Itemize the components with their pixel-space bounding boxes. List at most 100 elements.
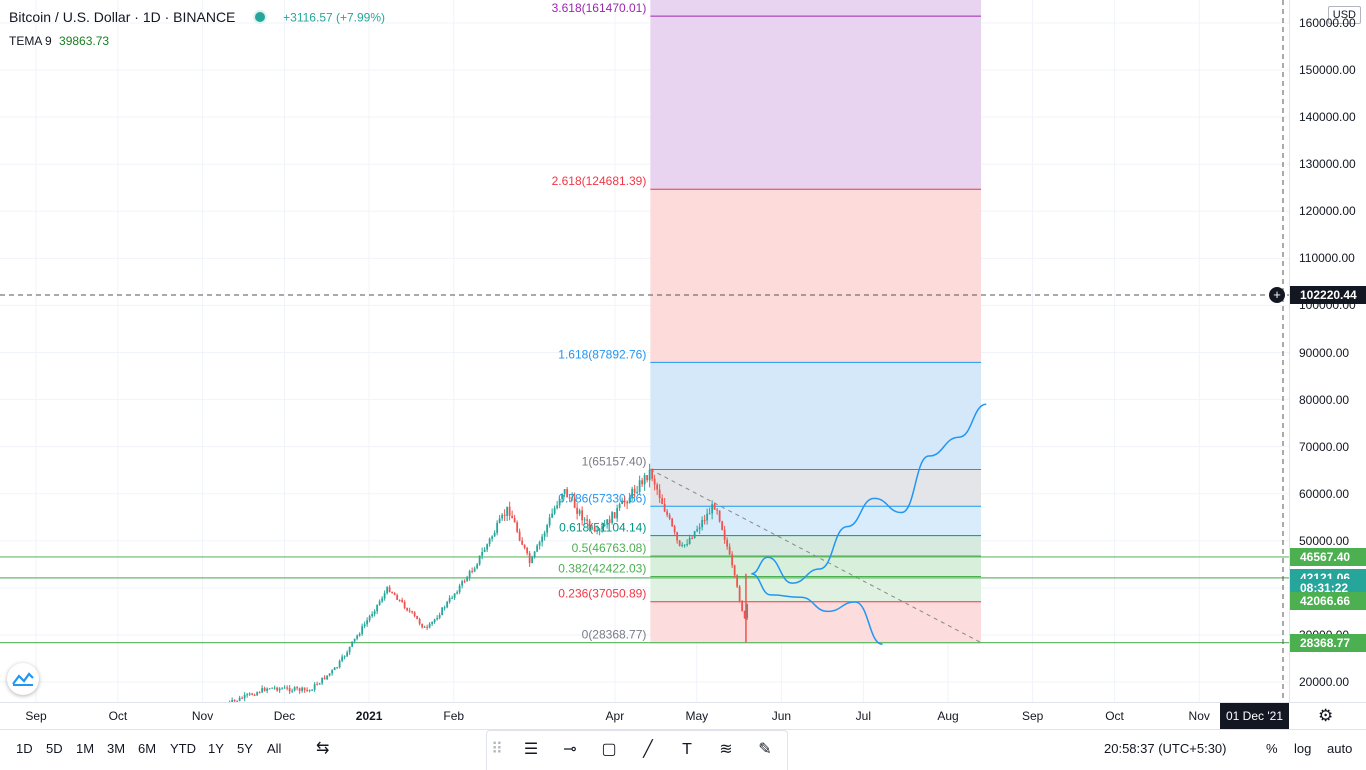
price-tick-label: 140000.00 (1299, 110, 1356, 124)
range-5d-button[interactable]: 5D (46, 741, 63, 756)
candle-body (421, 624, 423, 628)
range-ytd-button[interactable]: YTD (170, 741, 196, 756)
time-tick-label: Nov (192, 709, 213, 723)
candle-body (714, 504, 716, 509)
candle-body (319, 683, 321, 684)
range-1y-button[interactable]: 1Y (208, 741, 224, 756)
range-all-button[interactable]: All (267, 741, 281, 756)
candle-body (346, 652, 348, 656)
candle-body (644, 475, 646, 484)
goto-date-icon[interactable]: ⇆ (316, 738, 329, 758)
candle-body (254, 695, 256, 696)
candle-body (351, 642, 353, 647)
candle-body (426, 627, 428, 628)
line-tool-icon[interactable]: ⊸ (555, 737, 585, 763)
price-axis[interactable]: USD 20000.0030000.0040000.0050000.006000… (1289, 0, 1366, 702)
candle-body (479, 556, 481, 565)
clock[interactable]: 20:58:37 (UTC+5:30) (1104, 741, 1226, 756)
text-icon[interactable]: T (672, 737, 702, 763)
candle-body (306, 690, 308, 691)
time-tick-label: Feb (443, 709, 464, 723)
candle-body (366, 620, 368, 624)
candle-body (344, 656, 346, 657)
tradingview-logo-icon[interactable] (7, 663, 39, 695)
candle-body (291, 690, 293, 691)
candle-body (539, 542, 541, 546)
range-3m-button[interactable]: 3M (107, 741, 125, 756)
candle-body (566, 489, 568, 497)
candle-body (514, 518, 516, 522)
drawing-toolbar: ⠿ ☰ ⊸ ▢ ╱ T ≋ ✎ (486, 730, 788, 770)
candle-body (484, 550, 486, 552)
candle-body (721, 521, 723, 529)
fib-zone (650, 189, 981, 362)
candle-body (554, 508, 556, 513)
price-tick-label: 50000.00 (1299, 534, 1349, 548)
candle-body (581, 510, 583, 520)
candle-body (549, 517, 551, 525)
candle-body (504, 515, 506, 516)
price-tick-label: 110000.00 (1299, 251, 1355, 265)
symbol-title[interactable]: Bitcoin / U.S. Dollar · 1D · BINANCE (9, 9, 235, 25)
crosshair-add-icon[interactable]: + (1269, 287, 1285, 303)
price-change: +3116.57 (+7.99%) (283, 10, 385, 24)
candle-body (736, 575, 738, 586)
candle-body (559, 499, 561, 505)
chart-plot-area[interactable]: 3.618(161470.01)2.618(124681.39)1.618(87… (0, 0, 1289, 702)
candle-body (469, 571, 471, 577)
candle-body (569, 497, 571, 498)
candle-body (526, 548, 528, 553)
price-tick-label: 80000.00 (1299, 393, 1349, 407)
candle-body (626, 502, 628, 503)
candle-body (674, 526, 676, 532)
price-label-line: 46567.40 (1290, 548, 1366, 566)
auto-toggle[interactable]: auto (1327, 741, 1352, 756)
candle-body (534, 552, 536, 557)
candle-body (609, 519, 611, 523)
candle-body (696, 529, 698, 531)
rectangle-icon[interactable]: ▢ (594, 737, 624, 763)
price-tick-label: 20000.00 (1299, 675, 1349, 689)
drag-handle-icon[interactable]: ⠿ (487, 737, 507, 763)
price-tick-label: 60000.00 (1299, 487, 1349, 501)
candle-body (439, 615, 441, 618)
range-1m-button[interactable]: 1M (76, 741, 94, 756)
percent-toggle[interactable]: % (1266, 741, 1278, 756)
price-label-crosshair: 102220.44 (1290, 286, 1366, 304)
candle-body (491, 536, 493, 538)
candle-body (656, 485, 658, 490)
chart-canvas[interactable]: 3.618(161470.01)2.618(124681.39)1.618(87… (0, 0, 1289, 702)
brush-icon[interactable]: ✎ (750, 737, 780, 763)
candle-body (449, 598, 451, 602)
candle-body (616, 508, 618, 518)
indicator-name[interactable]: TEMA 9 (9, 34, 52, 48)
candle-body (261, 688, 263, 692)
candle-body (381, 598, 383, 601)
time-tick-label: Dec (274, 709, 295, 723)
range-5y-button[interactable]: 5Y (237, 741, 253, 756)
settings-gear-icon[interactable]: ⚙ (1318, 706, 1333, 726)
horizontal-lines-icon[interactable]: ☰ (516, 737, 546, 763)
trend-line-icon[interactable]: ╱ (633, 737, 663, 763)
candle-body (669, 515, 671, 519)
bottom-toolbar: 1D 5D 1M 3M 6M YTD 1Y 5Y All ⇆ ⠿ ☰ ⊸ ▢ ╱… (0, 729, 1366, 769)
candle-body (701, 520, 703, 527)
price-tick-label: 70000.00 (1299, 440, 1349, 454)
candle-body (361, 626, 363, 634)
fib-icon[interactable]: ≋ (711, 737, 741, 763)
candle-body (321, 678, 323, 684)
candle-body (446, 602, 448, 607)
candle-body (574, 497, 576, 507)
range-1d-button[interactable]: 1D (16, 741, 33, 756)
candle-body (466, 577, 468, 581)
candle-body (316, 684, 318, 685)
candle-body (601, 526, 603, 529)
candle-body (456, 592, 458, 593)
candle-body (409, 610, 411, 611)
candle-body (579, 510, 581, 513)
time-tick-label: Oct (1105, 709, 1124, 723)
log-toggle[interactable]: log (1294, 741, 1311, 756)
range-6m-button[interactable]: 6M (138, 741, 156, 756)
candle-body (671, 519, 673, 527)
